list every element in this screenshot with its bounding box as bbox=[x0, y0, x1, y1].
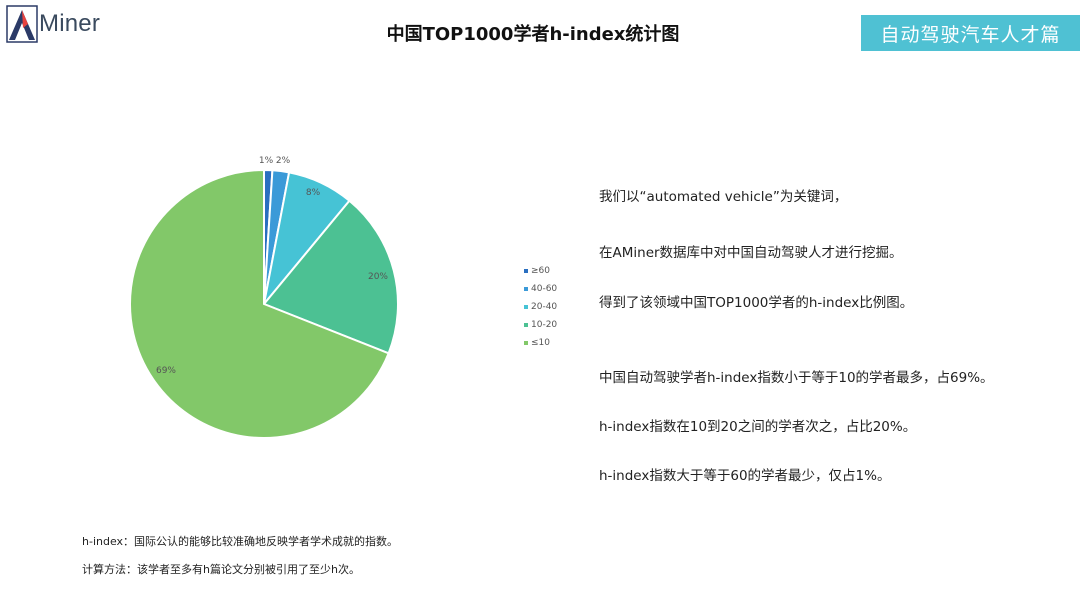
legend-swatch bbox=[524, 269, 528, 273]
legend-label: ≤10 bbox=[531, 338, 550, 348]
slice-label-2: 2% bbox=[276, 156, 291, 166]
legend-item-4: 10-20 bbox=[524, 316, 557, 334]
category-badge: 自动驾驶汽车人才篇 bbox=[861, 15, 1080, 51]
legend-swatch bbox=[524, 323, 528, 327]
legend-swatch bbox=[524, 287, 528, 291]
legend-label: 10-20 bbox=[531, 320, 558, 330]
aminer-logo-icon bbox=[6, 5, 38, 43]
footnote-calculation-method: 计算方法：该学者至多有h篇论文分别被引用了至少h次。 bbox=[82, 563, 360, 576]
slice-label-4: 20% bbox=[368, 272, 388, 282]
slice-label-1: 1% bbox=[259, 156, 274, 166]
pie-slice-5 bbox=[129, 168, 390, 439]
hindex-pie-chart: 1% 2% 8% 20% 69% bbox=[129, 156, 399, 439]
footnote-hindex-definition: h-index：国际公认的能够比较准确地反映学者学术成就的指数。 bbox=[82, 535, 399, 548]
legend-item-2: 40-60 bbox=[524, 280, 557, 298]
page-title: 中国TOP1000学者h-index统计图 bbox=[386, 24, 680, 45]
legend-item-5: ≤10 bbox=[524, 334, 557, 352]
aminer-logo[interactable]: Miner bbox=[6, 4, 100, 44]
description-line-4: 中国自动驾驶学者h-index指数小于等于10的学者最多，占69%。 bbox=[599, 370, 994, 386]
legend-swatch bbox=[524, 305, 528, 309]
legend-item-1: ≥60 bbox=[524, 262, 557, 280]
description-line-2: 在AMiner数据库中对中国自动驾驶人才进行挖掘。 bbox=[599, 245, 903, 261]
slice-label-5: 69% bbox=[156, 366, 176, 376]
legend-label: ≥60 bbox=[531, 266, 550, 276]
description-line-3: 得到了该领域中国TOP1000学者的h-index比例图。 bbox=[599, 295, 914, 311]
slice-label-3: 8% bbox=[306, 188, 321, 198]
description-line-1: 我们以“automated vehicle”为关键词， bbox=[599, 189, 848, 205]
description-line-5: h-index指数在10到20之间的学者次之，占比20%。 bbox=[599, 419, 917, 435]
legend-label: 20-40 bbox=[531, 302, 558, 312]
legend-item-3: 20-40 bbox=[524, 298, 557, 316]
logo-text: Miner bbox=[39, 10, 101, 37]
legend-label: 40-60 bbox=[531, 284, 558, 294]
footnote: h-index：国际公认的能够比较准确地反映学者学术成就的指数。 计算方法：该学… bbox=[82, 533, 398, 589]
pie-slice-4 bbox=[262, 199, 399, 355]
description-line-6: h-index指数大于等于60的学者最少，仅占1%。 bbox=[599, 468, 891, 484]
legend-swatch bbox=[524, 341, 528, 345]
chart-legend: ≥60 40-60 20-40 10-20 ≤10 bbox=[524, 262, 557, 352]
